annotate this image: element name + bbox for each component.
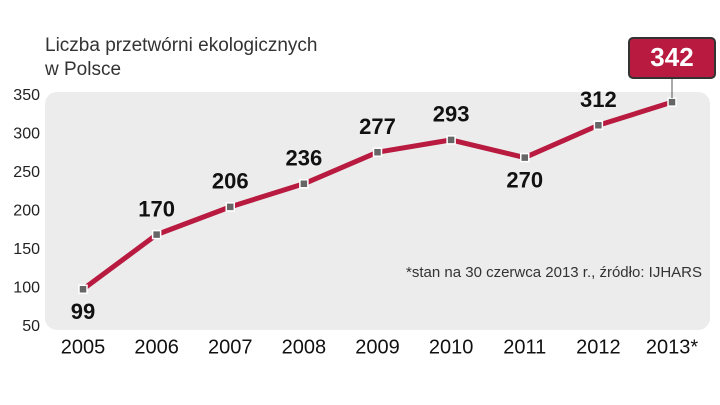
y-tick-label: 350 (13, 87, 40, 104)
x-tick-label: 2007 (208, 336, 253, 358)
data-label: 342 (650, 42, 693, 72)
x-tick-label: 2012 (576, 336, 621, 358)
data-label: 270 (506, 167, 543, 192)
y-tick-label: 100 (13, 280, 40, 297)
marker (299, 179, 309, 189)
y-tick-label: 50 (22, 318, 40, 335)
x-tick-label: 2008 (282, 336, 327, 358)
data-label: 99 (71, 299, 95, 324)
y-tick-label: 150 (13, 241, 40, 258)
x-tick-label: 2005 (61, 336, 106, 358)
marker (372, 147, 383, 157)
marker (151, 229, 162, 240)
data-label: 312 (580, 87, 617, 112)
y-tick-label: 250 (13, 164, 40, 181)
x-tick-label: 2013* (646, 336, 698, 358)
data-label: 236 (286, 146, 323, 171)
data-label: 206 (212, 169, 249, 194)
marker (520, 152, 530, 163)
data-label: 293 (433, 102, 470, 127)
marker (225, 202, 235, 212)
marker (667, 97, 677, 107)
x-tick-label: 2006 (134, 336, 179, 358)
x-tick-label: 2010 (429, 336, 474, 358)
marker (593, 120, 604, 131)
chart-title: w Polsce (44, 59, 121, 80)
marker (78, 284, 88, 295)
chart-title: Liczba przetwórni ekologicznych (45, 35, 317, 56)
y-tick-label: 200 (13, 203, 40, 220)
marker (446, 135, 456, 145)
y-tick-label: 300 (13, 126, 40, 143)
x-tick-label: 2009 (355, 336, 400, 358)
highlight-box (628, 37, 716, 79)
note: *stan na 30 czerwca 2013 r., źródło: IJH… (406, 264, 702, 281)
x-tick-label: 2011 (503, 336, 546, 358)
data-label: 277 (359, 114, 396, 139)
data-label: 170 (138, 196, 175, 221)
